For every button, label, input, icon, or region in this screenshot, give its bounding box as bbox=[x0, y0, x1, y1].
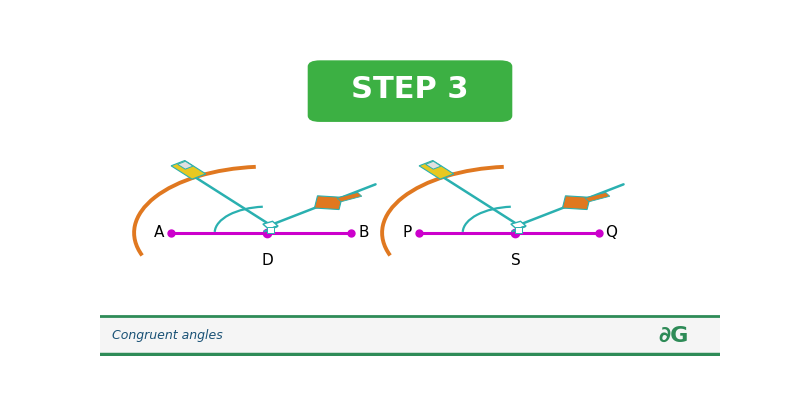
Text: A: A bbox=[154, 225, 164, 240]
Text: ∂G: ∂G bbox=[658, 326, 689, 346]
Polygon shape bbox=[515, 227, 522, 234]
Polygon shape bbox=[562, 196, 590, 210]
Polygon shape bbox=[171, 160, 206, 179]
Polygon shape bbox=[267, 227, 274, 234]
Polygon shape bbox=[585, 192, 610, 202]
Text: Congruent angles: Congruent angles bbox=[112, 330, 223, 342]
Text: B: B bbox=[358, 225, 369, 240]
Polygon shape bbox=[314, 196, 342, 210]
Polygon shape bbox=[337, 192, 362, 202]
Text: P: P bbox=[402, 225, 411, 240]
Polygon shape bbox=[511, 221, 526, 229]
Text: Q: Q bbox=[606, 225, 618, 240]
Bar bbox=[100, 316, 720, 356]
Polygon shape bbox=[426, 161, 441, 169]
Polygon shape bbox=[419, 160, 454, 179]
FancyBboxPatch shape bbox=[308, 60, 512, 122]
Text: STEP 3: STEP 3 bbox=[351, 75, 469, 104]
Text: S: S bbox=[510, 253, 520, 268]
Polygon shape bbox=[263, 221, 278, 229]
Text: D: D bbox=[262, 253, 274, 268]
Polygon shape bbox=[178, 161, 193, 169]
